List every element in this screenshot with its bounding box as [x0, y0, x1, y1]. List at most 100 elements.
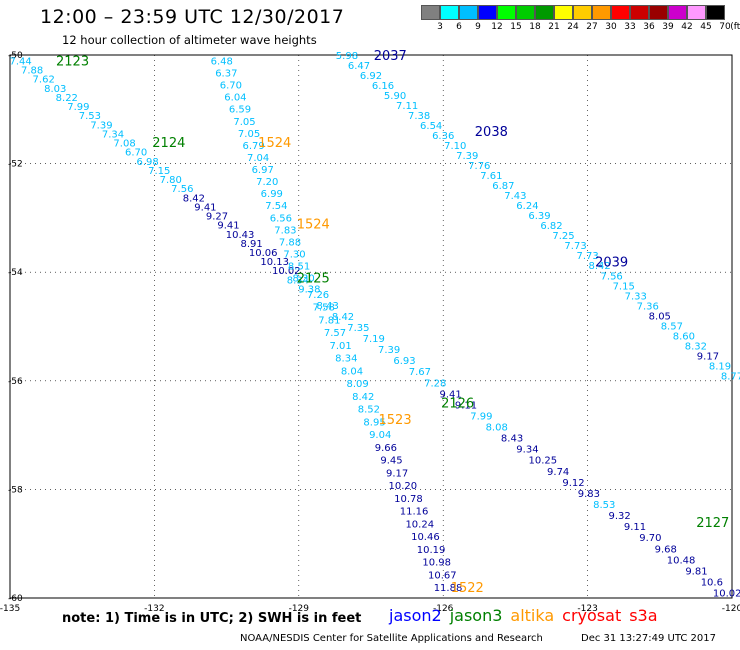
scale-swatch: [649, 5, 668, 20]
swh-value: 10.6: [701, 578, 723, 589]
swh-value: 6.70: [125, 148, 147, 159]
swh-value: 8.34: [335, 354, 357, 365]
swh-value: 9.27: [206, 212, 228, 223]
swh-value: 6.79: [242, 141, 264, 152]
swh-value: 6.48: [211, 56, 233, 67]
swh-value: 9.66: [375, 443, 397, 454]
scale-label: 12: [491, 22, 503, 32]
map-subtitle: 12 hour collection of altimeter wave hei…: [62, 33, 317, 47]
swh-value: 5.90: [384, 91, 406, 102]
swh-value: 7.39: [456, 151, 478, 162]
scale-label: 9: [475, 22, 481, 32]
scale-label: 42: [681, 22, 693, 32]
swh-value: 8.51: [288, 262, 310, 273]
swh-value: 7.26: [307, 290, 329, 301]
scale-swatch: [478, 5, 497, 20]
scale-label: 36: [643, 22, 655, 32]
swh-value: 8.08: [486, 423, 508, 434]
swh-value: 6.70: [220, 81, 242, 92]
swh-value: 7.88: [21, 66, 43, 77]
swh-value: 7.15: [613, 281, 635, 292]
pass-number: 1522: [451, 581, 484, 596]
swh-value: 6.93: [393, 356, 415, 367]
swh-value: 9.38: [298, 284, 320, 295]
swh-value: 8.57: [661, 321, 683, 332]
swh-value: 6.97: [252, 165, 274, 176]
swh-value: 8.32: [685, 341, 707, 352]
scale-label: 27: [586, 22, 598, 32]
pass-number: 2037: [374, 49, 407, 64]
swh-value: 7.33: [625, 291, 647, 302]
swh-value: 7.80: [160, 175, 182, 186]
swh-value: 11.16: [400, 507, 429, 518]
pass-number: 2038: [475, 125, 508, 140]
swh-value: 10.24: [405, 519, 434, 530]
swh-value: 7.01: [330, 341, 352, 352]
swh-value: 7.76: [468, 161, 490, 172]
lat-label: -54: [8, 268, 23, 278]
swh-value: 10.20: [388, 481, 417, 492]
pass-number: 2124: [152, 136, 185, 151]
lat-label: -58: [8, 485, 23, 495]
swh-value: 10.19: [417, 545, 446, 556]
swh-value: 7.56: [171, 184, 193, 195]
swh-value: 8.95: [363, 417, 385, 428]
swh-value: 9.12: [562, 478, 584, 489]
swh-value: 9.17: [386, 468, 408, 479]
swh-value: 7.25: [552, 231, 574, 242]
satellite-legend: jason2 jason3 altika cryosat s3a: [389, 606, 666, 625]
scale-swatch: [706, 5, 725, 20]
scale-label: 6: [456, 22, 462, 32]
swh-value: 8.42: [183, 193, 205, 204]
swh-value: 9.11: [455, 400, 477, 411]
swh-value: 7.53: [79, 111, 101, 122]
lon-label: -123: [577, 604, 597, 614]
swh-value: 8.22: [56, 93, 78, 104]
lat-label: -60: [8, 594, 23, 604]
swh-value: 8.19: [709, 361, 731, 372]
swh-value: 7.35: [347, 323, 369, 334]
swh-value: 9.17: [697, 351, 719, 362]
swh-value: 9.32: [608, 511, 630, 522]
scale-label: 30: [605, 22, 617, 32]
timestamp: Dec 31 13:27:49 UTC 2017: [581, 633, 716, 644]
scale-label: 24: [567, 22, 579, 32]
lon-label: -135: [0, 604, 20, 614]
swh-value: 7.54: [265, 201, 287, 212]
swh-value: 7.81: [318, 315, 340, 326]
swh-value: 9.74: [547, 467, 569, 478]
lat-label: -56: [8, 377, 23, 387]
swh-value: 8.52: [358, 405, 380, 416]
legend-jason2: jason2: [389, 606, 442, 625]
swh-value: 7.10: [444, 141, 466, 152]
swh-value: 7.11: [396, 101, 418, 112]
swh-value: 8.04: [341, 366, 363, 377]
swh-value: 6.24: [516, 201, 538, 212]
swh-value: 7.38: [408, 111, 430, 122]
swh-value: 8.43: [317, 301, 339, 312]
swh-value: 7.20: [256, 177, 278, 188]
swh-value: 8.91: [240, 239, 262, 250]
swh-value: 8.34: [287, 275, 309, 286]
swh-value: 8.05: [649, 311, 671, 322]
swh-value: 7.99: [470, 411, 492, 422]
scale-unit: (ft): [730, 22, 740, 32]
scale-swatch: [630, 5, 649, 20]
swh-value: 10.43: [226, 230, 255, 241]
map-frame: [9, 54, 733, 599]
swh-value: 10.46: [411, 532, 440, 543]
lon-label: -129: [289, 604, 310, 614]
swh-value: 8.53: [593, 500, 615, 511]
pass-number: 2125: [297, 272, 330, 287]
swh-value: 9.41: [194, 202, 216, 213]
pass-number: 2127: [696, 516, 729, 531]
lat-label: -52: [8, 160, 23, 170]
swh-value: 8.77: [721, 371, 740, 382]
swh-value: 7.28: [424, 378, 446, 389]
swh-value: 6.04: [224, 93, 246, 104]
scale-label: 45: [700, 22, 712, 32]
swh-value: 7.05: [238, 129, 260, 140]
swh-value: 10.48: [667, 555, 696, 566]
swh-value: 10.06: [249, 248, 278, 259]
credit-text: NOAA/NESDIS Center for Satellite Applica…: [240, 633, 543, 644]
